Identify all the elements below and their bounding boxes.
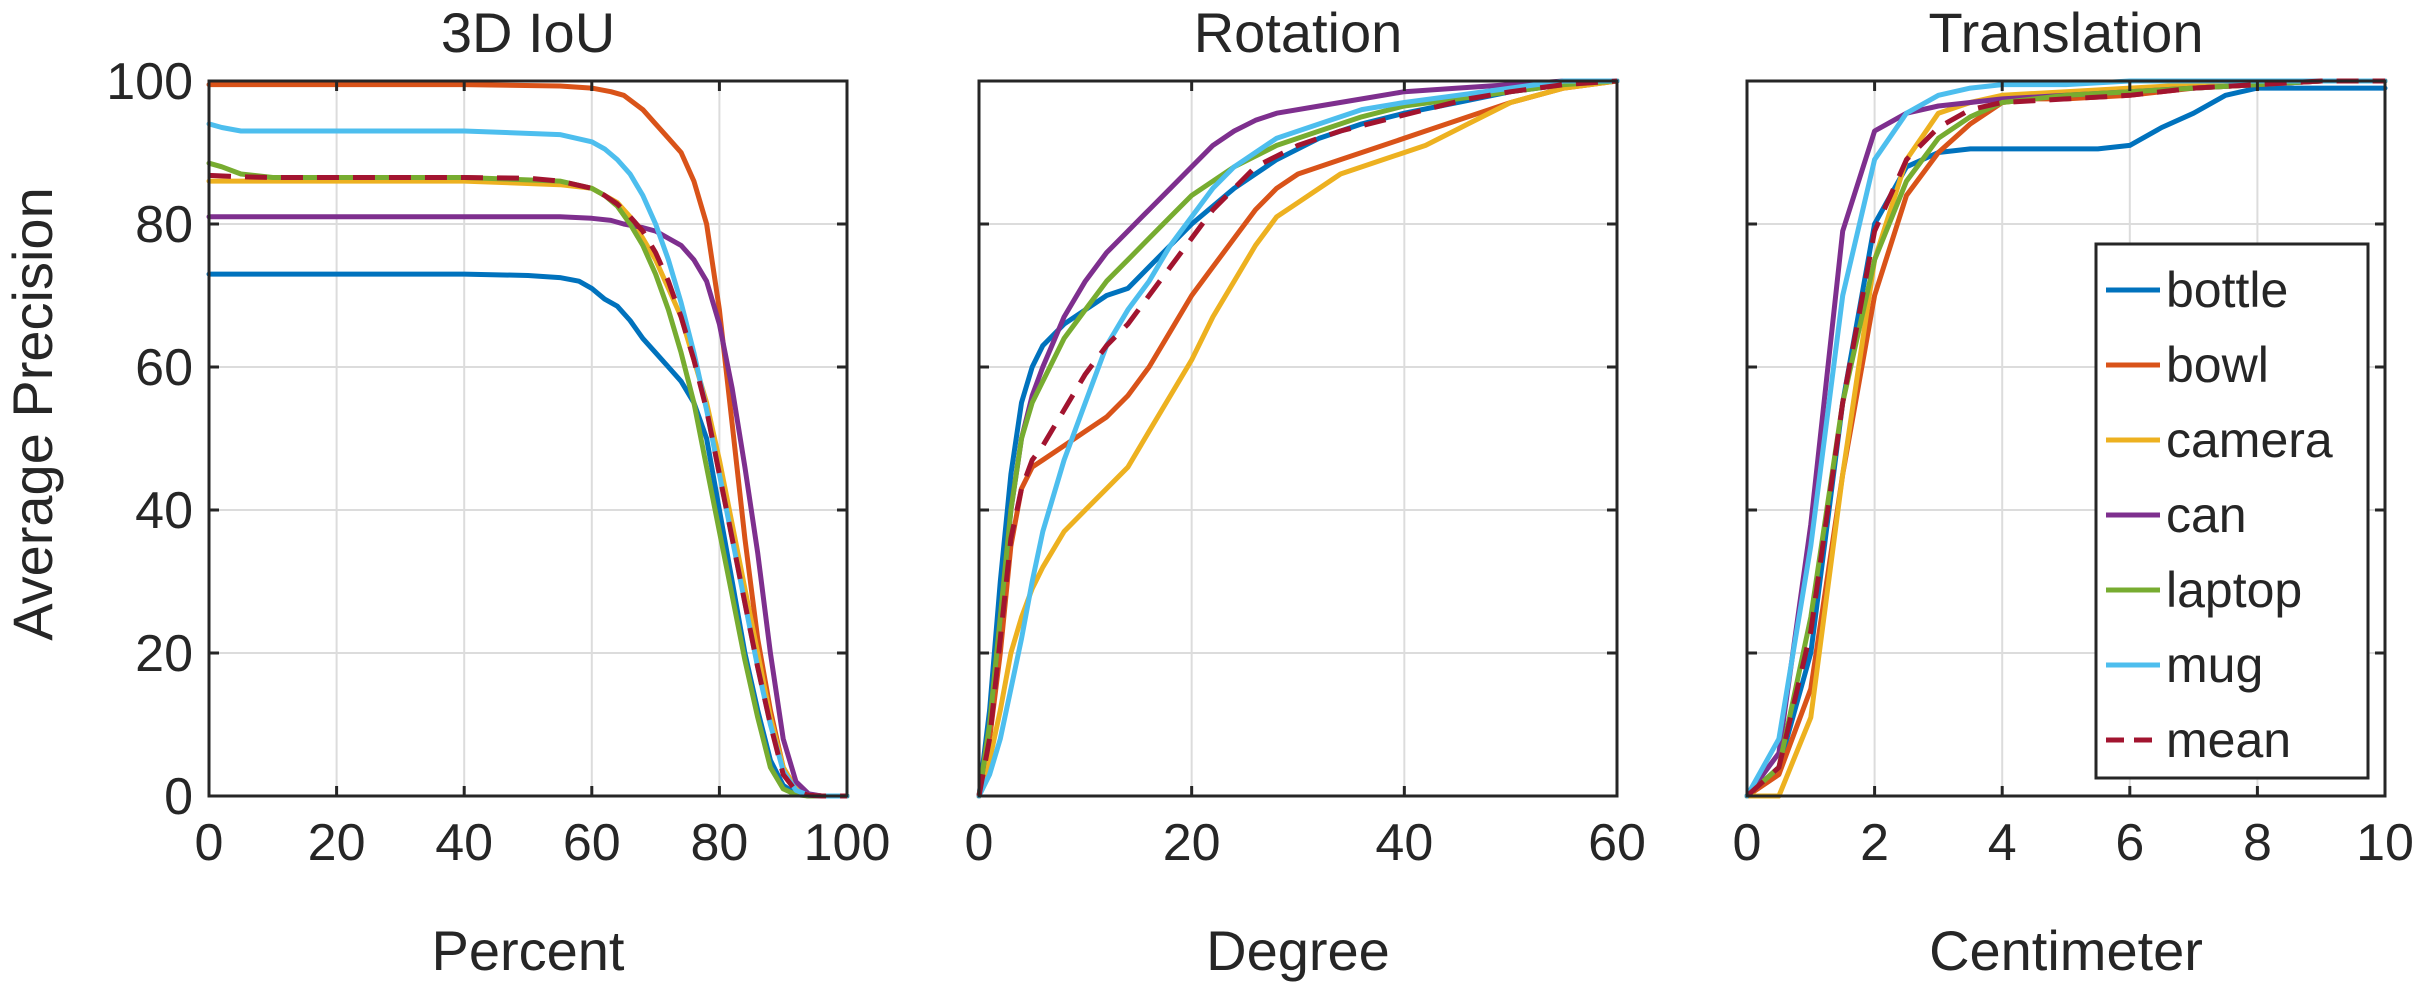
- panel-translation-xtick-label-0: 0: [1733, 814, 1762, 872]
- panel-translation-axes-box: [1745, 79, 2387, 798]
- panel-3d-iou-title: 3D IoU: [441, 1, 615, 64]
- panel-3d-iou-xtick-label-0: 0: [195, 814, 224, 872]
- panel-3d-iou-xlabel: Percent: [432, 919, 625, 982]
- panel-3d-iou-ytick-label-20: 20: [135, 625, 193, 683]
- panel-translation-title: Translation: [1929, 1, 2204, 64]
- panel-rotation-xtick-label-40: 40: [1375, 814, 1433, 872]
- panel-translation-xtick-label-4: 4: [1988, 814, 2017, 872]
- panel-3d-iou-ytick-label-100: 100: [106, 53, 193, 111]
- panel-translation-xtick-label-6: 6: [2115, 814, 2144, 872]
- panel-translation-xlabel: Centimeter: [1929, 919, 2203, 982]
- panel-translation-xtick-label-2: 2: [1860, 814, 1889, 872]
- legend-label-mug: mug: [2166, 637, 2263, 693]
- panel-3d-iou-xtick-label-60: 60: [563, 814, 621, 872]
- panel-translation-xtick-label-8: 8: [2243, 814, 2272, 872]
- panel-rotation-series-mug: [976, 78, 1620, 799]
- panel-3d-iou-xtick-label-40: 40: [435, 814, 493, 872]
- panel-rotation-xtick-label-60: 60: [1588, 814, 1646, 872]
- panel-3d-iou-series-bottle: [206, 271, 850, 799]
- panel-rotation-axes-box: [977, 79, 1619, 798]
- panel-rotation-xtick-label-0: 0: [965, 814, 994, 872]
- panel-rotation-title: Rotation: [1194, 1, 1403, 64]
- panel-3d-iou-axes-box: [207, 79, 849, 798]
- panel-3d-iou-ytick-label-60: 60: [135, 339, 193, 397]
- legend-label-bottle: bottle: [2166, 262, 2288, 318]
- panel-3d-iou-series-mean: [208, 172, 847, 799]
- panel-3d-iou-series-mug: [206, 121, 850, 799]
- legend-box: [2094, 242, 2370, 780]
- panel-3d-iou-xtick-label-80: 80: [690, 814, 748, 872]
- panel-3d-iou-series-can: [206, 214, 850, 799]
- panel-3d-iou-ytick-label-0: 0: [164, 768, 193, 826]
- panel-3d-iou-xtick-label-100: 100: [804, 814, 891, 872]
- panel-rotation-xtick-label-20: 20: [1163, 814, 1221, 872]
- panel-rotation-series-bottle: [976, 78, 1620, 799]
- panel-3d-iou-ytick-label-40: 40: [135, 482, 193, 540]
- legend-label-bowl: bowl: [2166, 337, 2269, 393]
- legend-label-camera: camera: [2166, 412, 2333, 468]
- panel-rotation-series-camera: [976, 78, 1620, 799]
- panel-3d-iou-series-laptop: [206, 160, 850, 799]
- panel-rotation-xlabel: Degree: [1206, 919, 1390, 982]
- legend-label-can: can: [2166, 487, 2247, 543]
- legend-label-laptop: laptop: [2166, 562, 2302, 618]
- panel-3d-iou-ytick-label-80: 80: [135, 196, 193, 254]
- panel-translation-xtick-label-10: 10: [2356, 814, 2414, 872]
- panel-rotation-series-mean: [976, 78, 1618, 797]
- panel-rotation-series-laptop: [976, 78, 1620, 799]
- panel-3d-iou-xtick-label-20: 20: [308, 814, 366, 872]
- panel-rotation-series-bowl: [976, 78, 1620, 799]
- panel-translation-series-mean: [1745, 78, 2385, 798]
- legend-label-mean: mean: [2166, 712, 2291, 768]
- figure-ylabel: Average Precision: [1, 187, 64, 640]
